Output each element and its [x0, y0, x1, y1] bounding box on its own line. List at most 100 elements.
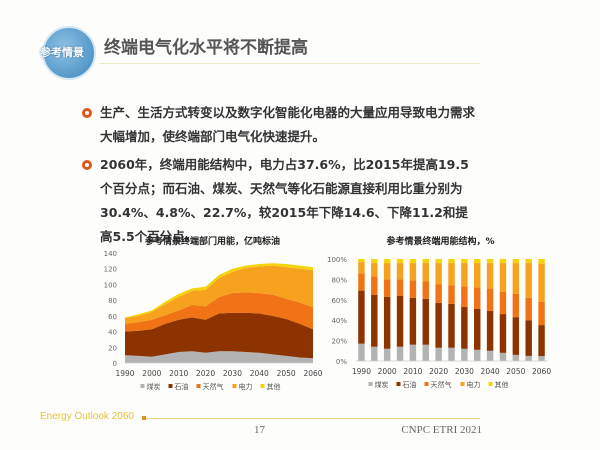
x-tick-label: 2030	[455, 367, 474, 376]
footer-organization: CNPC ETRI 2021	[401, 424, 482, 436]
bar-石油-2025	[448, 303, 455, 348]
bar-石油-2005	[396, 295, 404, 347]
bar-石油-1990	[358, 290, 365, 344]
bar-石油-2045	[499, 314, 507, 353]
logo-globe: 参考情景	[40, 26, 96, 80]
bar-煤炭-2005	[396, 346, 404, 361]
chart-title: 参考情景终端用能结构，%	[386, 235, 494, 247]
x-tick-label: 1990	[115, 369, 134, 378]
bar-其他-2035	[474, 259, 481, 264]
bar-天然气-2025	[448, 285, 455, 304]
bar-煤炭-2035	[474, 349, 481, 361]
y-tick-label: 40	[108, 329, 117, 337]
bar-电力-2045	[499, 263, 507, 292]
bar-电力-2040	[486, 263, 494, 289]
bar-石油-2015	[422, 298, 429, 345]
bar-天然气-2040	[486, 288, 494, 312]
area-其他	[125, 263, 313, 319]
area-煤炭	[125, 351, 313, 363]
y-tick-label: 140	[104, 250, 117, 258]
bar-煤炭-1995	[371, 346, 378, 361]
legend-swatch	[232, 384, 237, 388]
y-tick-label: 120	[104, 266, 117, 274]
legend-swatch	[368, 382, 373, 386]
x-tick-label: 2050	[277, 369, 296, 378]
y-tick-label: 80%	[331, 276, 347, 284]
legend-swatch	[488, 382, 493, 386]
bar-天然气-2045	[499, 291, 507, 315]
x-tick-label: 2040	[481, 367, 500, 376]
bar-其他-2005	[396, 259, 404, 264]
bar-天然气-1995	[371, 276, 378, 295]
bar-其他-2050	[512, 259, 520, 264]
bullet-2: 2060年，终端用能结构中，电力占37.6%，比2015年提高19.5个百分点；…	[82, 153, 480, 249]
bar-石油-2060	[538, 325, 545, 357]
bar-煤炭-2060	[538, 356, 545, 361]
divider	[100, 63, 480, 64]
bar-其他-2025	[448, 259, 455, 264]
bar-电力-2020	[435, 263, 442, 285]
bar-石油-1995	[371, 294, 378, 347]
bar-煤炭-2055	[525, 355, 532, 361]
legend-label: 石油	[403, 380, 417, 389]
legend-label: 煤炭	[147, 382, 161, 391]
bar-石油-2000	[383, 296, 391, 349]
legend-swatch	[140, 384, 145, 388]
bar-石油-2010	[409, 297, 417, 345]
legend-label: 天然气	[203, 382, 224, 391]
x-tick-label: 2000	[142, 369, 161, 378]
footer-marker	[142, 416, 146, 420]
bar-石油-2040	[486, 311, 494, 351]
x-tick-label: 2050	[506, 367, 525, 376]
bar-电力-1990	[358, 262, 365, 274]
area-石油	[125, 312, 313, 359]
x-tick-label: 2060	[303, 369, 322, 378]
page-number: 17	[254, 424, 265, 436]
bar-电力-1995	[371, 263, 378, 277]
bar-石油-2030	[461, 306, 468, 349]
x-tick-label: 2020	[429, 367, 448, 376]
x-tick-label: 2000	[378, 367, 397, 376]
bar-其他-2000	[383, 259, 391, 264]
bar-煤炭-2010	[409, 344, 417, 361]
legend-swatch	[424, 382, 429, 386]
bar-天然气-2010	[409, 280, 417, 298]
legend-swatch	[196, 384, 201, 388]
footer-divider	[146, 418, 480, 419]
y-tick-label: 0	[113, 360, 117, 368]
bar-煤炭-2040	[486, 350, 494, 361]
logo-text: 参考情景	[40, 46, 84, 59]
bar-石油-2055	[525, 320, 532, 356]
y-tick-label: 60	[108, 313, 117, 321]
bar-天然气-2005	[396, 279, 404, 296]
y-tick-label: 100	[104, 281, 117, 289]
x-tick-label: 2040	[250, 369, 269, 378]
y-tick-label: 100%	[327, 256, 347, 264]
chart-title: 参考情景终端部门用能，亿吨标油	[145, 235, 280, 247]
y-tick-label: 20%	[331, 338, 347, 346]
bar-电力-2035	[474, 263, 481, 288]
bar-天然气-2000	[383, 279, 391, 297]
x-tick-label: 2010	[403, 367, 422, 376]
bar-电力-2055	[525, 263, 532, 298]
bar-煤炭-2050	[512, 354, 520, 361]
legend-label: 电力	[239, 382, 253, 391]
legend-label: 煤炭	[375, 380, 389, 389]
bullet-text: 2060年，终端用能结构中，电力占37.6%，比2015年提高19.5个百分点；…	[100, 157, 469, 244]
legend-label: 其他	[267, 382, 281, 391]
legend-label: 石油	[175, 382, 189, 391]
y-tick-label: 60%	[331, 297, 347, 305]
bar-其他-2045	[499, 259, 507, 264]
bar-煤炭-1990	[358, 343, 365, 361]
bar-电力-2030	[461, 263, 468, 287]
bar-石油-2050	[512, 317, 520, 355]
bar-chart: 参考情景终端用能结构，% 0% 20% 40% 60% 80% 100% 1990 2000 20…	[327, 235, 551, 389]
bar-天然气-2050	[512, 293, 520, 318]
bar-其他-2055	[525, 259, 532, 264]
bar-天然气-2020	[435, 284, 442, 303]
area-电力	[125, 265, 313, 324]
bullet-text: 生产、生活方式转变以及数字化智能化电器的大量应用导致电力需求大幅增加，使终端部门…	[100, 105, 476, 144]
bar-天然气-2060	[538, 301, 545, 326]
page-title: 终端电气化水平将不断提高	[104, 38, 308, 58]
